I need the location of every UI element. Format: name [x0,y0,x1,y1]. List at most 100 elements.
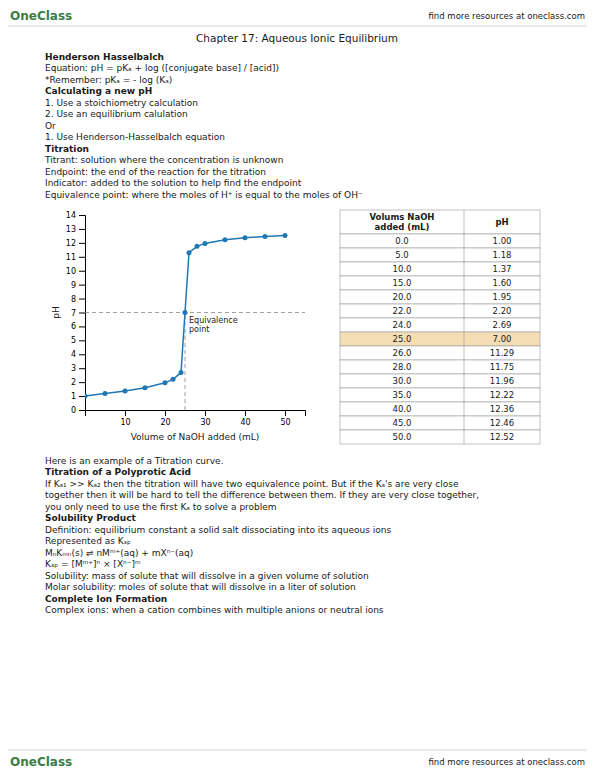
tick-mark [79,243,85,244]
y-tick: 11 [66,253,85,262]
table-divider [464,332,465,346]
table-cell: 28.0 [393,362,412,372]
data-point [163,380,168,385]
table-divider [464,262,465,276]
footer-text: find more resources at oneclass.com [429,757,585,767]
table-divider [464,304,465,318]
y-tick: 3 [71,364,85,373]
data-point [103,391,108,396]
tick-label: 5 [71,336,76,345]
body-text: MₙKₘₙ(s) ⇌ nMᵐ⁺(aq) + mXⁿ⁻(aq) [45,548,193,558]
x-axis: 1020304050 [86,410,306,427]
table-divider [464,210,465,234]
section-heading: Complete Ion Formation [45,594,167,604]
body-text: Equation: pH = pKₐ + log ([conjugate bas… [45,63,279,73]
table-cell: 45.0 [393,418,412,428]
tick-mark [79,368,85,369]
y-tick: 7 [71,309,85,318]
reference-line [85,312,305,313]
body-text: together then it will be hard to tell th… [45,490,479,500]
table-cell: 0.0 [395,236,409,246]
axis-line [86,411,306,417]
y-tick: 14 [66,211,85,220]
table-divider [464,402,465,416]
tick-mark [79,313,85,314]
table-divider [464,416,465,430]
table-row [340,290,540,304]
tick-label: 50 [280,418,290,427]
table-row [340,430,540,444]
table-cell: 2.20 [493,306,512,316]
tick-mark [79,257,85,258]
axis-line [79,216,86,411]
data-line [85,236,285,396]
body-text: Kₛₚ = [Mᵐ⁺]ⁿ × [Xⁿ⁻]ᵐ [45,559,141,569]
body-text: Here is an example of a Titration curve. [45,456,224,466]
body-text: Represented as Kₛₚ [45,536,131,546]
y-tick: 10 [66,267,85,276]
tick-label: 10 [66,267,76,276]
section-heading: Henderson Hasselbalch [45,52,164,62]
table-cell: 1.18 [493,250,512,260]
table-cell: 26.0 [393,348,412,358]
table-cell: 12.22 [490,390,514,400]
tick-label: 8 [71,295,76,304]
body-text: Complex ions: when a cation combines wit… [45,605,384,615]
body-text: you only need to use the first Kₐ to sol… [45,502,277,512]
tick-mark [79,299,85,300]
table-cell: 11.29 [490,348,514,358]
tick-mark [205,410,206,416]
table-row [340,360,540,374]
table-cell: 1.00 [493,236,512,246]
data-point [223,237,228,242]
logo: OneClass [10,9,72,23]
table-row [340,374,540,388]
tick-label: 14 [66,211,76,220]
y-tick: 4 [71,350,85,359]
table-divider [464,248,465,262]
table-divider [464,290,465,304]
tick-mark [79,340,85,341]
body-text: Indicator: added to the solution to help… [45,178,302,188]
tick-label: 4 [71,350,76,359]
tick-label: 40 [240,418,250,427]
table-cell: 25.0 [393,334,412,344]
table-cell: 30.0 [393,376,412,386]
body-text: Definition: equilibrium constant a solid… [45,525,391,535]
data-point [179,370,184,375]
table-cell: 11.96 [490,376,514,386]
table-row [340,318,540,332]
table-row [340,276,540,290]
table-row [340,332,540,346]
tick-label: 3 [71,364,76,373]
table-divider [464,388,465,402]
tick-label: 1 [71,392,76,401]
y-tick: 9 [71,281,85,290]
table-cell: 10.0 [393,264,412,274]
data-point [243,235,248,240]
body-text: Titrant: solution where the concentratio… [44,155,283,165]
body-text: Or [45,121,56,131]
section-heading: Calculating a new pH [45,86,152,96]
text-line: point [189,325,209,334]
table-header-cell: Volums NaOHadded (mL) [370,212,435,232]
body-text: 2. Use an equilibrium calulation [45,109,188,119]
table-header-cell: pH [495,217,508,227]
table-cell: 12.36 [490,404,514,414]
table-divider [464,346,465,360]
table-divider [464,430,465,444]
data-point [187,250,192,255]
tick-label: 6 [71,322,76,331]
tick-label: 10 [120,418,130,427]
data-point [195,244,200,249]
x-tick: 20 [160,410,170,427]
y-tick: 2 [71,378,85,387]
tick-mark [79,215,85,216]
table: Volums NaOHadded (mL)pH0.01.005.01.1810.… [340,210,540,444]
data-point [283,233,288,238]
data-point [85,394,88,399]
plot-area [85,233,305,410]
table-cell: 40.0 [393,404,412,414]
text-line: added (mL) [375,222,430,232]
table-cell: 7.00 [493,334,512,344]
